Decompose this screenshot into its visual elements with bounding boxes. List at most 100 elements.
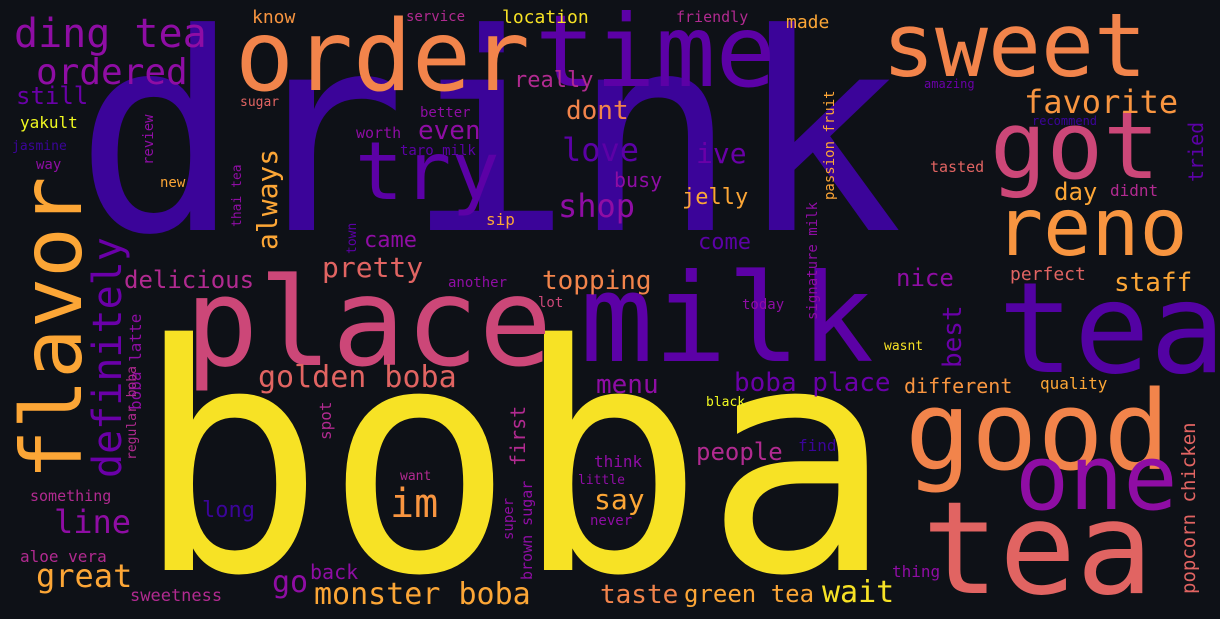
word-sip: sip bbox=[486, 210, 515, 229]
word-taro-milk: taro milk bbox=[400, 143, 476, 159]
word-golden-boba: golden boba bbox=[258, 360, 457, 395]
word-location: location bbox=[502, 7, 589, 28]
word-reno: reno bbox=[995, 181, 1188, 274]
word-sweet: sweet bbox=[882, 0, 1147, 97]
word-friendly: friendly bbox=[676, 8, 749, 26]
word-milk: milk bbox=[580, 248, 874, 390]
word-spot: spot bbox=[316, 401, 335, 440]
word-thai-tea: thai tea bbox=[230, 164, 245, 227]
word-busy: busy bbox=[614, 168, 663, 192]
word-time: time bbox=[535, 0, 776, 110]
word-super: super bbox=[501, 497, 517, 540]
word-tried: tried bbox=[1184, 121, 1208, 182]
word-still: still bbox=[16, 82, 89, 110]
word-worth: worth bbox=[356, 124, 402, 142]
word-find: find bbox=[798, 436, 837, 455]
word-back: back bbox=[310, 560, 359, 584]
word-recommend: recommend bbox=[1032, 114, 1098, 128]
word-think: think bbox=[594, 452, 643, 471]
word-people: people bbox=[696, 438, 783, 466]
word-monster-boba: monster boba bbox=[314, 577, 531, 612]
word-say: say bbox=[594, 483, 645, 516]
word-little: little bbox=[578, 473, 625, 488]
word-better: better bbox=[420, 105, 471, 121]
word-wasnt: wasnt bbox=[884, 339, 924, 354]
word-know: know bbox=[252, 7, 296, 28]
word-good: good bbox=[905, 367, 1170, 495]
word-different: different bbox=[904, 374, 1013, 398]
word-staff: staff bbox=[1114, 268, 1193, 298]
word-go: go bbox=[272, 565, 309, 600]
word-got: got bbox=[990, 92, 1160, 201]
word-aloe-vera: aloe vera bbox=[20, 547, 107, 566]
word-tasted: tasted bbox=[930, 158, 985, 176]
word-amazing: amazing bbox=[924, 77, 975, 91]
word-didnt: didnt bbox=[1110, 181, 1159, 200]
word-drink: drink bbox=[75, 0, 903, 295]
word-love: love bbox=[562, 131, 640, 169]
word-try: try bbox=[355, 125, 500, 218]
word-made: made bbox=[786, 12, 830, 33]
word-brown-sugar: brown sugar bbox=[518, 480, 536, 580]
word-jelly: jelly bbox=[682, 185, 749, 210]
word-dont: dont bbox=[566, 96, 629, 126]
word-black: black bbox=[706, 395, 746, 410]
word-popcorn-chicken: popcorn chicken bbox=[1178, 422, 1200, 594]
word-sugar: sugar bbox=[240, 95, 280, 110]
word-place: place bbox=[185, 252, 553, 394]
word-regular-boba: regular boba bbox=[125, 366, 140, 460]
word-im: im bbox=[390, 481, 439, 527]
word-sweetness: sweetness bbox=[130, 586, 223, 606]
word-flavor: flavor bbox=[3, 176, 101, 480]
word-never: never bbox=[590, 513, 633, 529]
word-signature-milk: signature milk bbox=[805, 201, 821, 320]
word-new: new bbox=[160, 175, 186, 191]
word-thing: thing bbox=[892, 562, 941, 581]
word-service: service bbox=[406, 9, 466, 25]
word-best: best bbox=[938, 305, 968, 368]
word-ordered: ordered bbox=[36, 52, 188, 93]
word-first: first bbox=[506, 405, 530, 466]
word-pretty: pretty bbox=[322, 251, 424, 284]
word-passion-fruit: passion fruit bbox=[822, 90, 838, 200]
word-day: day bbox=[1054, 178, 1098, 206]
word-nice: nice bbox=[896, 264, 954, 292]
word-come: come bbox=[698, 230, 751, 255]
word-another: another bbox=[448, 275, 508, 291]
word-lot: lot bbox=[538, 295, 564, 311]
word-definitely: definitely bbox=[85, 237, 131, 478]
word-way: way bbox=[36, 157, 62, 173]
word-something: something bbox=[30, 487, 112, 505]
word-ive: ive bbox=[696, 137, 747, 170]
word-always: always bbox=[251, 148, 284, 250]
word-perfect: perfect bbox=[1010, 264, 1086, 285]
word-wait: wait bbox=[822, 575, 895, 610]
word-tea-right: tea bbox=[998, 255, 1220, 402]
word-menu: menu bbox=[596, 370, 659, 400]
word-topping: topping bbox=[542, 266, 652, 296]
word-delicious: delicious bbox=[124, 266, 255, 294]
word-quality: quality bbox=[1040, 374, 1108, 393]
word-review: review bbox=[141, 114, 157, 165]
word-long: long bbox=[202, 498, 255, 523]
word-shop: shop bbox=[558, 187, 636, 225]
word-want: want bbox=[400, 469, 432, 484]
word-boba: boba bbox=[135, 279, 894, 619]
word-favorite: favorite bbox=[1024, 83, 1179, 121]
word-order: order bbox=[235, 0, 531, 114]
word-great: great bbox=[36, 557, 133, 595]
word-line: line bbox=[54, 503, 132, 541]
word-green-tea: green tea bbox=[684, 580, 815, 608]
word-really: really bbox=[514, 68, 594, 93]
word-boba-place: boba place bbox=[734, 368, 891, 398]
word-ding-tea: ding tea bbox=[14, 11, 207, 57]
word-yakult: yakult bbox=[20, 113, 78, 132]
word-one: one bbox=[1015, 426, 1178, 531]
word-even: even bbox=[418, 116, 481, 146]
word-tea-bottom: tea bbox=[922, 475, 1154, 619]
word-jasmine: jasmine bbox=[12, 139, 67, 154]
word-today: today bbox=[742, 297, 785, 313]
word-town: town bbox=[345, 222, 360, 254]
word-taste: taste bbox=[600, 580, 679, 610]
